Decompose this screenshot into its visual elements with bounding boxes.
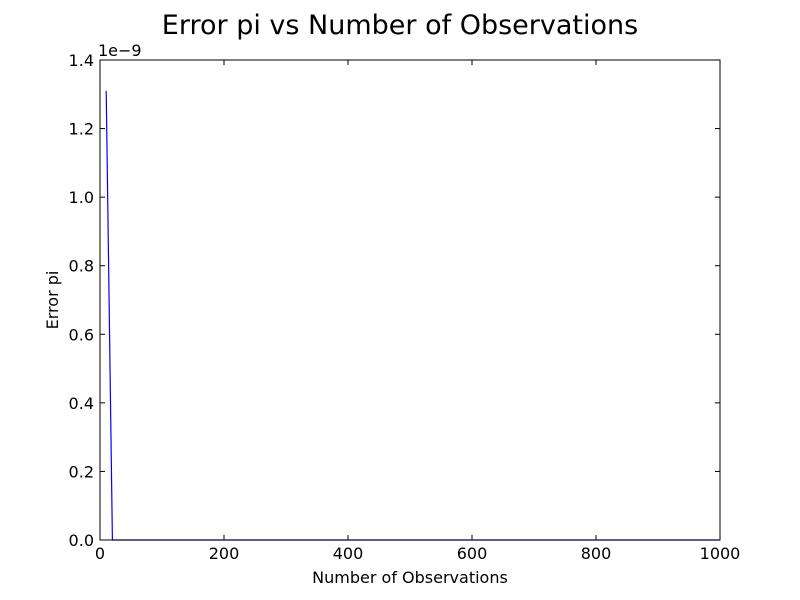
x-tick-label: 800 [581,544,612,563]
series-line-0 [105,90,720,541]
x-tick-label: 200 [209,544,240,563]
y-axis-ticks: 0.0 0.2 0.4 0.6 0.8 1.0 1.2 1.4 [69,51,720,550]
chart-title: Error pi vs Number of Observations [162,10,638,41]
y-axis-label: Error pi [43,271,62,330]
y-tick-label: 1.4 [69,51,94,70]
x-tick-label: 0 [95,544,105,563]
x-tick-label: 400 [333,544,364,563]
y-tick-label: 0.8 [69,257,94,276]
y-tick-label: 1.2 [69,120,94,139]
x-axis-ticks: 0 200 400 600 800 1000 [95,60,740,563]
y-tick-label: 0.4 [69,394,94,413]
y-tick-label: 0.2 [69,462,94,481]
y-tick-label: 1.0 [69,188,94,207]
series-layer [105,90,720,541]
x-axis-label: Number of Observations [312,568,508,587]
y-tick-label: 0.0 [69,531,94,550]
y-axis-offset-label: 1e−9 [98,41,142,60]
x-tick-label: 600 [457,544,488,563]
plot-frame [99,59,721,541]
x-tick-label: 1000 [700,544,741,563]
y-tick-label: 0.6 [69,325,94,344]
